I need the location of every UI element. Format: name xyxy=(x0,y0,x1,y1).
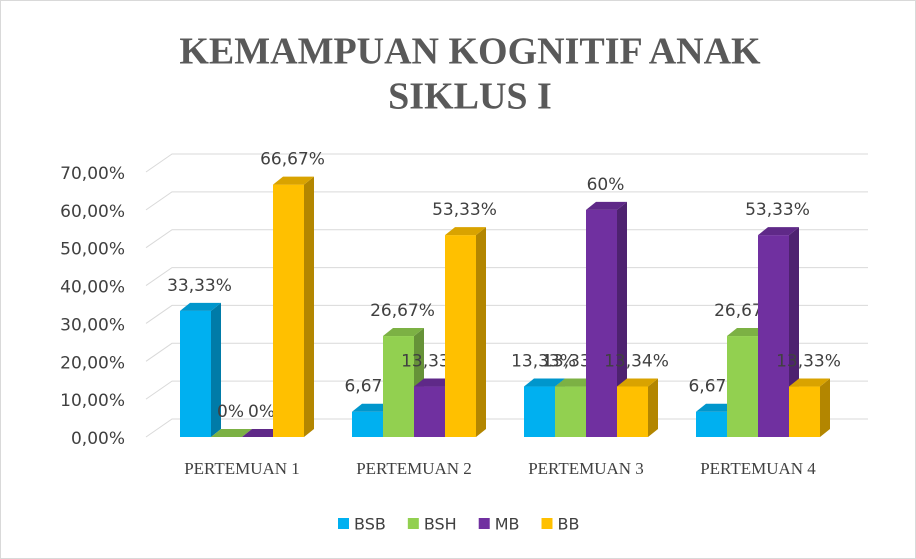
bar-side xyxy=(476,227,486,437)
data-label: 33,33% xyxy=(167,276,232,296)
y-tick-label: 60,00% xyxy=(60,202,125,222)
x-tick-label: PERTEMUAN 3 xyxy=(528,459,644,478)
bar-top xyxy=(696,403,737,412)
bar xyxy=(758,235,789,437)
grid-line xyxy=(145,304,868,324)
bar xyxy=(445,235,476,437)
data-label: 13,33% xyxy=(776,352,841,372)
bar-top xyxy=(414,378,455,387)
bar-side xyxy=(648,378,658,437)
bar xyxy=(789,386,820,437)
y-tick-label: 10,00% xyxy=(60,391,125,411)
bar-side xyxy=(820,378,830,437)
data-label: 13,33% xyxy=(511,352,576,372)
bar-top xyxy=(727,328,768,337)
bar xyxy=(586,209,617,437)
data-label: 53,33% xyxy=(432,200,497,220)
grid-line xyxy=(145,191,868,211)
data-label: 13,34% xyxy=(604,351,669,371)
bar-side xyxy=(617,201,627,437)
grid-line xyxy=(145,229,868,249)
legend-swatch xyxy=(338,518,349,529)
bar xyxy=(180,310,211,437)
chart-title: KEMAMPUAN KOGNITIF ANAK xyxy=(179,31,761,73)
bar-top xyxy=(445,227,486,236)
x-tick-label: PERTEMUAN 4 xyxy=(700,459,816,478)
bar xyxy=(273,184,304,437)
y-tick-label: 50,00% xyxy=(60,240,125,260)
grid-line xyxy=(145,342,868,362)
x-tick-label: PERTEMUAN 2 xyxy=(356,459,472,478)
bar xyxy=(414,386,445,437)
legend-swatch xyxy=(541,518,553,529)
bar-top xyxy=(789,378,830,387)
legend-label: MB xyxy=(495,515,520,534)
bar-side xyxy=(304,176,314,437)
bar-top xyxy=(242,429,283,437)
legend-label: BB xyxy=(558,515,580,534)
y-tick-label: 70,00% xyxy=(60,164,125,184)
legend-label: BSH xyxy=(424,515,457,534)
bar xyxy=(524,386,555,437)
bar-top xyxy=(524,378,565,387)
bar-top xyxy=(211,429,252,437)
legend-swatch xyxy=(478,518,490,529)
grid-line xyxy=(145,153,868,173)
data-label: 26,67% xyxy=(370,301,435,321)
x-tick-label: PERTEMUAN 1 xyxy=(184,459,300,478)
data-label: 60% xyxy=(587,175,625,195)
data-label: 53,33% xyxy=(745,200,810,220)
bar xyxy=(352,411,383,437)
bar xyxy=(555,386,586,437)
data-label: 66,67% xyxy=(260,150,325,170)
legend-label: BSB xyxy=(354,515,386,534)
bar-top xyxy=(555,378,596,387)
y-tick-label: 30,00% xyxy=(60,315,125,335)
legend-swatch xyxy=(407,518,419,529)
bar xyxy=(383,336,414,437)
bar-top xyxy=(586,201,627,210)
bar xyxy=(727,336,758,437)
bar-top xyxy=(617,378,658,387)
data-label: 0% xyxy=(248,402,275,422)
grid-line xyxy=(145,267,868,286)
bar xyxy=(696,411,727,437)
chart-title: SIKLUS I xyxy=(388,76,552,118)
y-tick-label: 20,00% xyxy=(60,353,125,373)
bar xyxy=(617,386,648,437)
y-tick-label: 0,00% xyxy=(71,429,125,449)
bar-top xyxy=(383,328,424,337)
bar-top xyxy=(273,176,314,185)
bar-top xyxy=(758,227,799,236)
y-tick-label: 40,00% xyxy=(60,278,125,298)
bar-top xyxy=(180,302,221,311)
bar-top xyxy=(352,403,393,412)
bar-side xyxy=(211,302,221,437)
data-label: 0% xyxy=(217,402,244,422)
